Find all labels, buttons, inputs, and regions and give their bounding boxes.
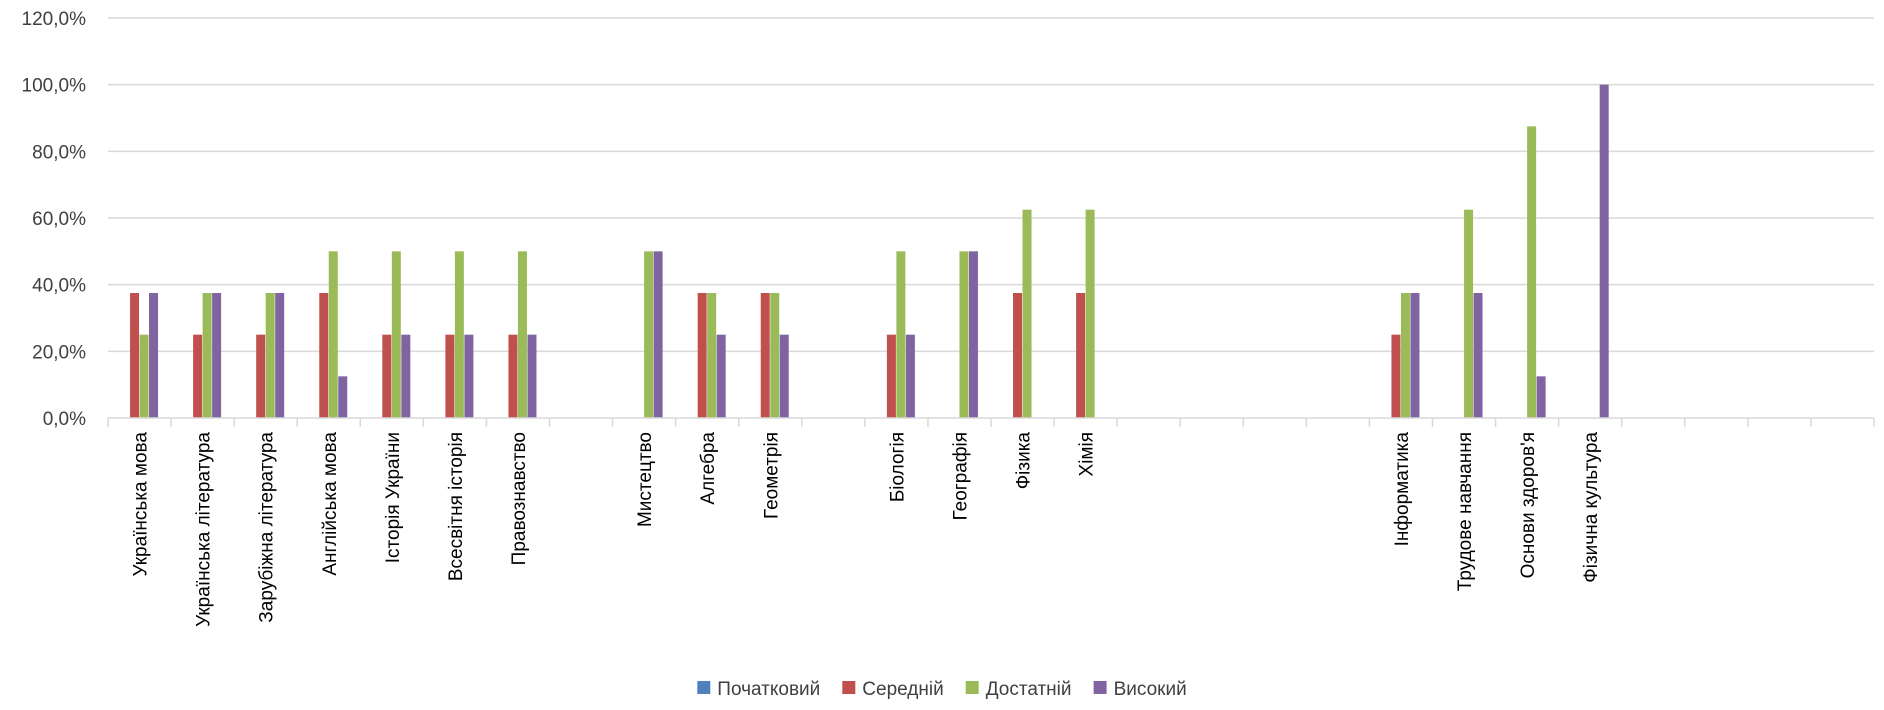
bar (760, 293, 770, 418)
x-tick-label: Правознавство (509, 432, 530, 565)
bar (1391, 334, 1401, 418)
legend-label: Початковий (717, 679, 820, 700)
bar (716, 334, 726, 418)
bar (959, 251, 969, 418)
legend-label: Високий (1114, 679, 1187, 700)
legend-item: Початковий (697, 679, 820, 700)
legend: Початковий Середній Достатній Високий (697, 679, 1187, 700)
x-axis (107, 417, 1875, 427)
y-tick-label: 60,0% (32, 209, 86, 230)
y-tick-label: 120,0% (22, 9, 87, 30)
x-tick-label: Основи здоров'я (1518, 432, 1539, 578)
bar (905, 334, 915, 418)
y-axis-tick-labels: 0,0% 20,0% 40,0% 60,0% 80,0% 100,0% 120,0% (22, 9, 87, 430)
x-tick-label: Алгебра (698, 432, 719, 505)
bar (517, 251, 527, 418)
bar (527, 334, 537, 418)
x-tick-label: Українська мова (131, 432, 152, 577)
y-tick-label: 0,0% (43, 409, 86, 430)
legend-swatch (842, 681, 856, 694)
y-tick-label: 40,0% (32, 276, 86, 297)
bar (770, 293, 780, 418)
bar (1022, 209, 1032, 418)
bar (193, 334, 203, 418)
bar (1473, 293, 1483, 418)
y-tick-label: 100,0% (22, 76, 87, 97)
x-tick-label: Мистецтво (635, 432, 656, 527)
gridlines (108, 17, 1874, 353)
x-tick-label: Українська література (194, 432, 215, 627)
x-tick-label: Англійська мова (320, 432, 341, 576)
bar (886, 334, 896, 418)
x-tick-label: Фізична культура (1581, 432, 1602, 583)
bar (202, 293, 212, 418)
bar (319, 293, 329, 418)
bar (508, 334, 518, 418)
legend-item: Середній (842, 679, 944, 700)
bar (445, 334, 455, 418)
bar (896, 251, 906, 418)
bar (212, 293, 222, 418)
bar (1076, 293, 1086, 418)
x-tick-label: Трудове навчання (1455, 432, 1476, 591)
legend-label: Достатній (986, 679, 1072, 700)
bar (1400, 293, 1410, 418)
legend-label: Середній (862, 679, 943, 700)
bar (968, 251, 978, 418)
legend-item: Достатній (965, 679, 1072, 700)
bar (382, 334, 392, 418)
x-tick-label: Фізика (1014, 432, 1035, 490)
bar (275, 293, 285, 418)
x-tick-label: Історія України (383, 432, 404, 563)
bar (139, 334, 149, 418)
bar (130, 293, 140, 418)
x-tick-label: Геометрія (761, 432, 782, 519)
bar (328, 251, 338, 418)
legend-swatch (1093, 681, 1107, 694)
bar (265, 293, 275, 418)
x-tick-label: Інформатика (1392, 432, 1413, 547)
bar (1410, 293, 1420, 418)
bar (149, 293, 159, 418)
bar (1085, 209, 1095, 418)
bar (454, 251, 464, 418)
bar (1013, 293, 1023, 418)
bar (1464, 209, 1474, 418)
legend-swatch (697, 681, 711, 694)
bar (256, 334, 266, 418)
bar (707, 293, 717, 418)
y-tick-label: 20,0% (32, 342, 86, 363)
bar (1536, 376, 1546, 418)
x-tick-label: Хімія (1077, 432, 1098, 476)
bar (653, 251, 663, 418)
legend-item: Високий (1093, 679, 1187, 700)
legend-swatch (965, 681, 979, 694)
x-tick-label: Всесвітня історія (446, 432, 467, 581)
bar (401, 334, 411, 418)
bar (391, 251, 401, 418)
bar (1599, 84, 1609, 419)
y-tick-label: 80,0% (32, 142, 86, 163)
bar (779, 334, 789, 418)
bars (130, 84, 1609, 419)
x-tick-label: Зарубіжна література (257, 432, 278, 623)
bar (697, 293, 707, 418)
bar (1527, 126, 1537, 418)
x-tick-label: Біологія (887, 432, 908, 502)
bar (644, 251, 654, 418)
bar (464, 334, 474, 418)
x-tick-label: Географія (950, 432, 971, 520)
bar (338, 376, 348, 418)
x-axis-tick-labels: Українська мова Українська література Зару… (131, 432, 1603, 627)
